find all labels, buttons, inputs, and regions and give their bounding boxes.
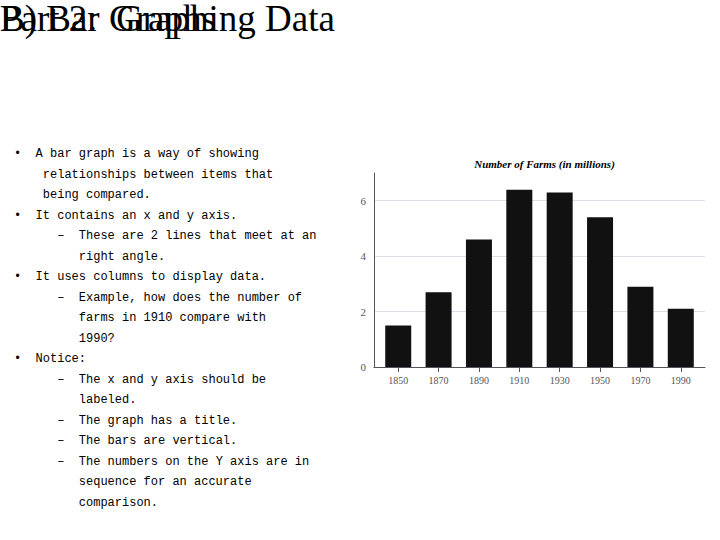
svg-text:• Notice:: • Notice: bbox=[14, 352, 86, 366]
svg-text:Part 2: Graphing Data: Part 2: Graphing Data bbox=[0, 0, 335, 39]
svg-text:1850: 1850 bbox=[388, 375, 408, 386]
svg-text:– The numbers on the Y axis a: – The numbers on the Y axis are in bbox=[57, 455, 309, 469]
svg-text:labeled.: labeled. bbox=[79, 393, 137, 407]
svg-text:right angle.: right angle. bbox=[79, 250, 165, 264]
svg-text:– The x and y axis should be: – The x and y axis should be bbox=[57, 373, 266, 387]
svg-text:1930: 1930 bbox=[550, 375, 570, 386]
svg-text:B) Bar Graphs: B) Bar Graphs bbox=[0, 0, 216, 40]
svg-text:1910: 1910 bbox=[509, 375, 529, 386]
svg-text:– Example, how does the numbe: – Example, how does the number of bbox=[57, 291, 302, 305]
svg-text:comparison.: comparison. bbox=[79, 496, 158, 510]
svg-text:• It uses columns to display: • It uses columns to display data. bbox=[14, 270, 266, 284]
svg-text:sequence for an accurate: sequence for an accurate bbox=[79, 475, 252, 489]
svg-text:1890: 1890 bbox=[469, 375, 489, 386]
svg-text:relationships between items th: relationships between items that bbox=[43, 168, 273, 182]
svg-text:– The graph has a title.: – The graph has a title. bbox=[57, 414, 237, 428]
svg-text:1870: 1870 bbox=[429, 375, 449, 386]
svg-text:1990: 1990 bbox=[671, 375, 691, 386]
svg-text:1990?: 1990? bbox=[79, 332, 115, 346]
svg-text:• It contains an x and y axis: • It contains an x and y axis. bbox=[14, 209, 237, 223]
svg-text:1950: 1950 bbox=[590, 375, 610, 386]
svg-text:being compared.: being compared. bbox=[43, 188, 151, 202]
svg-text:6: 6 bbox=[361, 195, 367, 207]
svg-text:4: 4 bbox=[361, 250, 367, 262]
svg-text:0: 0 bbox=[361, 361, 367, 373]
svg-text:– These are 2 lines that meet: – These are 2 lines that meet at an bbox=[57, 229, 316, 243]
svg-text:1970: 1970 bbox=[630, 375, 650, 386]
svg-text:farms in 1910 compare with: farms in 1910 compare with bbox=[79, 311, 266, 325]
svg-text:– The bars are vertical.: – The bars are vertical. bbox=[57, 434, 237, 448]
svg-text:• A bar graph is a way of sho: • A bar graph is a way of showing bbox=[14, 147, 259, 161]
svg-text:2: 2 bbox=[361, 306, 367, 318]
svg-text:Number of Farms (in millions): Number of Farms (in millions) bbox=[473, 158, 615, 171]
